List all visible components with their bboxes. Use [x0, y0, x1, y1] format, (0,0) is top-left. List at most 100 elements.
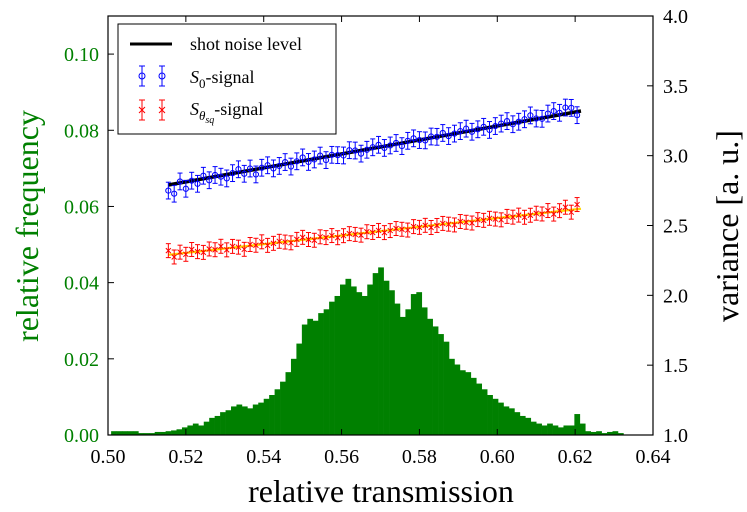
ssq-point: [305, 236, 312, 243]
ssq-point: [194, 248, 201, 255]
s0-point: [527, 112, 534, 119]
legend-ssq-label: Sθsq-signal: [190, 99, 263, 126]
s0-point: [188, 177, 195, 184]
histogram-bar: [220, 412, 226, 435]
s0-point: [311, 156, 318, 163]
histogram-bar: [394, 303, 401, 435]
histogram-bar: [252, 404, 259, 435]
ssq-point: [340, 232, 347, 239]
s0-point: [562, 104, 569, 111]
s0-point: [352, 147, 359, 154]
s0-point: [287, 163, 295, 170]
ssq-point: [504, 213, 510, 220]
histogram-bar: [181, 427, 188, 435]
histogram-bar: [323, 309, 330, 435]
ssq-point: [352, 231, 359, 238]
ssq-point: [282, 239, 288, 245]
ssq-point: [498, 216, 505, 223]
histogram-bar: [116, 431, 123, 435]
s0-signal-series: [165, 98, 581, 203]
ssq-point: [381, 229, 388, 236]
s0-point: [422, 137, 429, 144]
histogram-bar: [334, 295, 341, 435]
s0-point: [322, 156, 330, 164]
legend-ssq-sub: θ: [199, 108, 206, 123]
histogram-bar: [405, 309, 412, 435]
s0-point: [334, 152, 341, 159]
ssq-point: [387, 227, 394, 234]
y-right-tick-label: 1.5: [663, 355, 688, 377]
histogram-bar: [465, 372, 472, 435]
ssq-point: [457, 218, 464, 225]
ssq-point: [469, 220, 475, 226]
legend-shot-label: shot noise level: [190, 34, 302, 54]
ssq-point: [183, 251, 189, 258]
histogram-bar: [432, 326, 439, 435]
histogram-bar: [459, 370, 466, 435]
s0-point: [398, 142, 406, 150]
y-left-tick-label: 0.02: [64, 349, 99, 371]
legend-s0-label: S0-signal: [190, 67, 255, 91]
ssq-point: [451, 222, 458, 228]
s0-point: [375, 141, 382, 148]
histogram-bar: [601, 433, 608, 435]
histogram-bar: [198, 425, 205, 435]
ssq-point: [206, 246, 213, 252]
s0-point: [165, 187, 172, 194]
legend: shot noise level S0-signal Sθsq-signal: [117, 23, 337, 135]
ssq-point: [434, 222, 440, 229]
histogram-bar: [160, 431, 166, 435]
histogram-bar: [285, 372, 292, 435]
ssq-point: [562, 204, 569, 211]
s0-point: [550, 107, 557, 115]
histogram-bar: [312, 320, 319, 435]
ssq-point: [276, 238, 283, 245]
histogram-bar: [367, 284, 374, 435]
s0-point: [509, 121, 516, 128]
histogram-bar: [290, 358, 297, 435]
ssq-point: [299, 234, 306, 241]
s0-point: [369, 144, 376, 151]
ssq-point: [474, 216, 481, 223]
histogram-bar: [547, 423, 553, 435]
ssq-point: [311, 237, 318, 244]
legend-ssq-suffix: -signal: [214, 99, 263, 119]
histogram-bar: [241, 406, 248, 435]
x-tick-label: 0.64: [636, 446, 671, 468]
y-right-tick-label: 3.5: [663, 76, 688, 98]
s0-point: [445, 132, 452, 140]
s0-point: [503, 118, 511, 125]
ssq-point: [328, 232, 335, 239]
histogram-bar: [274, 389, 281, 435]
s0-point: [270, 165, 277, 172]
ssq-point: [188, 246, 195, 253]
ssq-point: [428, 224, 434, 231]
ssq-point: [317, 233, 324, 240]
histogram-bar: [318, 313, 324, 435]
histogram-bar: [541, 425, 548, 435]
y-right-tick-label: 4.0: [663, 6, 688, 28]
s0-point: [299, 154, 306, 161]
legend-s0-base: S: [190, 67, 199, 87]
ssq-point: [223, 246, 230, 253]
legend-box: [117, 23, 337, 135]
ssq-point: [258, 238, 265, 245]
s0-point: [387, 142, 394, 149]
s0-point: [492, 122, 499, 130]
s0-point: [568, 104, 575, 111]
histogram-bar: [203, 421, 210, 435]
s0-point: [498, 120, 505, 127]
s0-point: [235, 166, 242, 173]
ssq-point: [556, 207, 563, 214]
legend-s0-suffix: -signal: [206, 67, 255, 87]
ssq-point: [393, 225, 399, 232]
ssq-point: [510, 214, 516, 221]
histogram-bar: [558, 427, 564, 435]
ssq-point: [422, 222, 429, 229]
y-left-tick-label: 0.08: [64, 120, 99, 142]
histogram: [111, 267, 624, 435]
histogram-bar: [574, 414, 581, 435]
histogram-bar: [607, 431, 613, 435]
histogram-bar: [530, 421, 537, 435]
ssq-point: [527, 212, 534, 219]
